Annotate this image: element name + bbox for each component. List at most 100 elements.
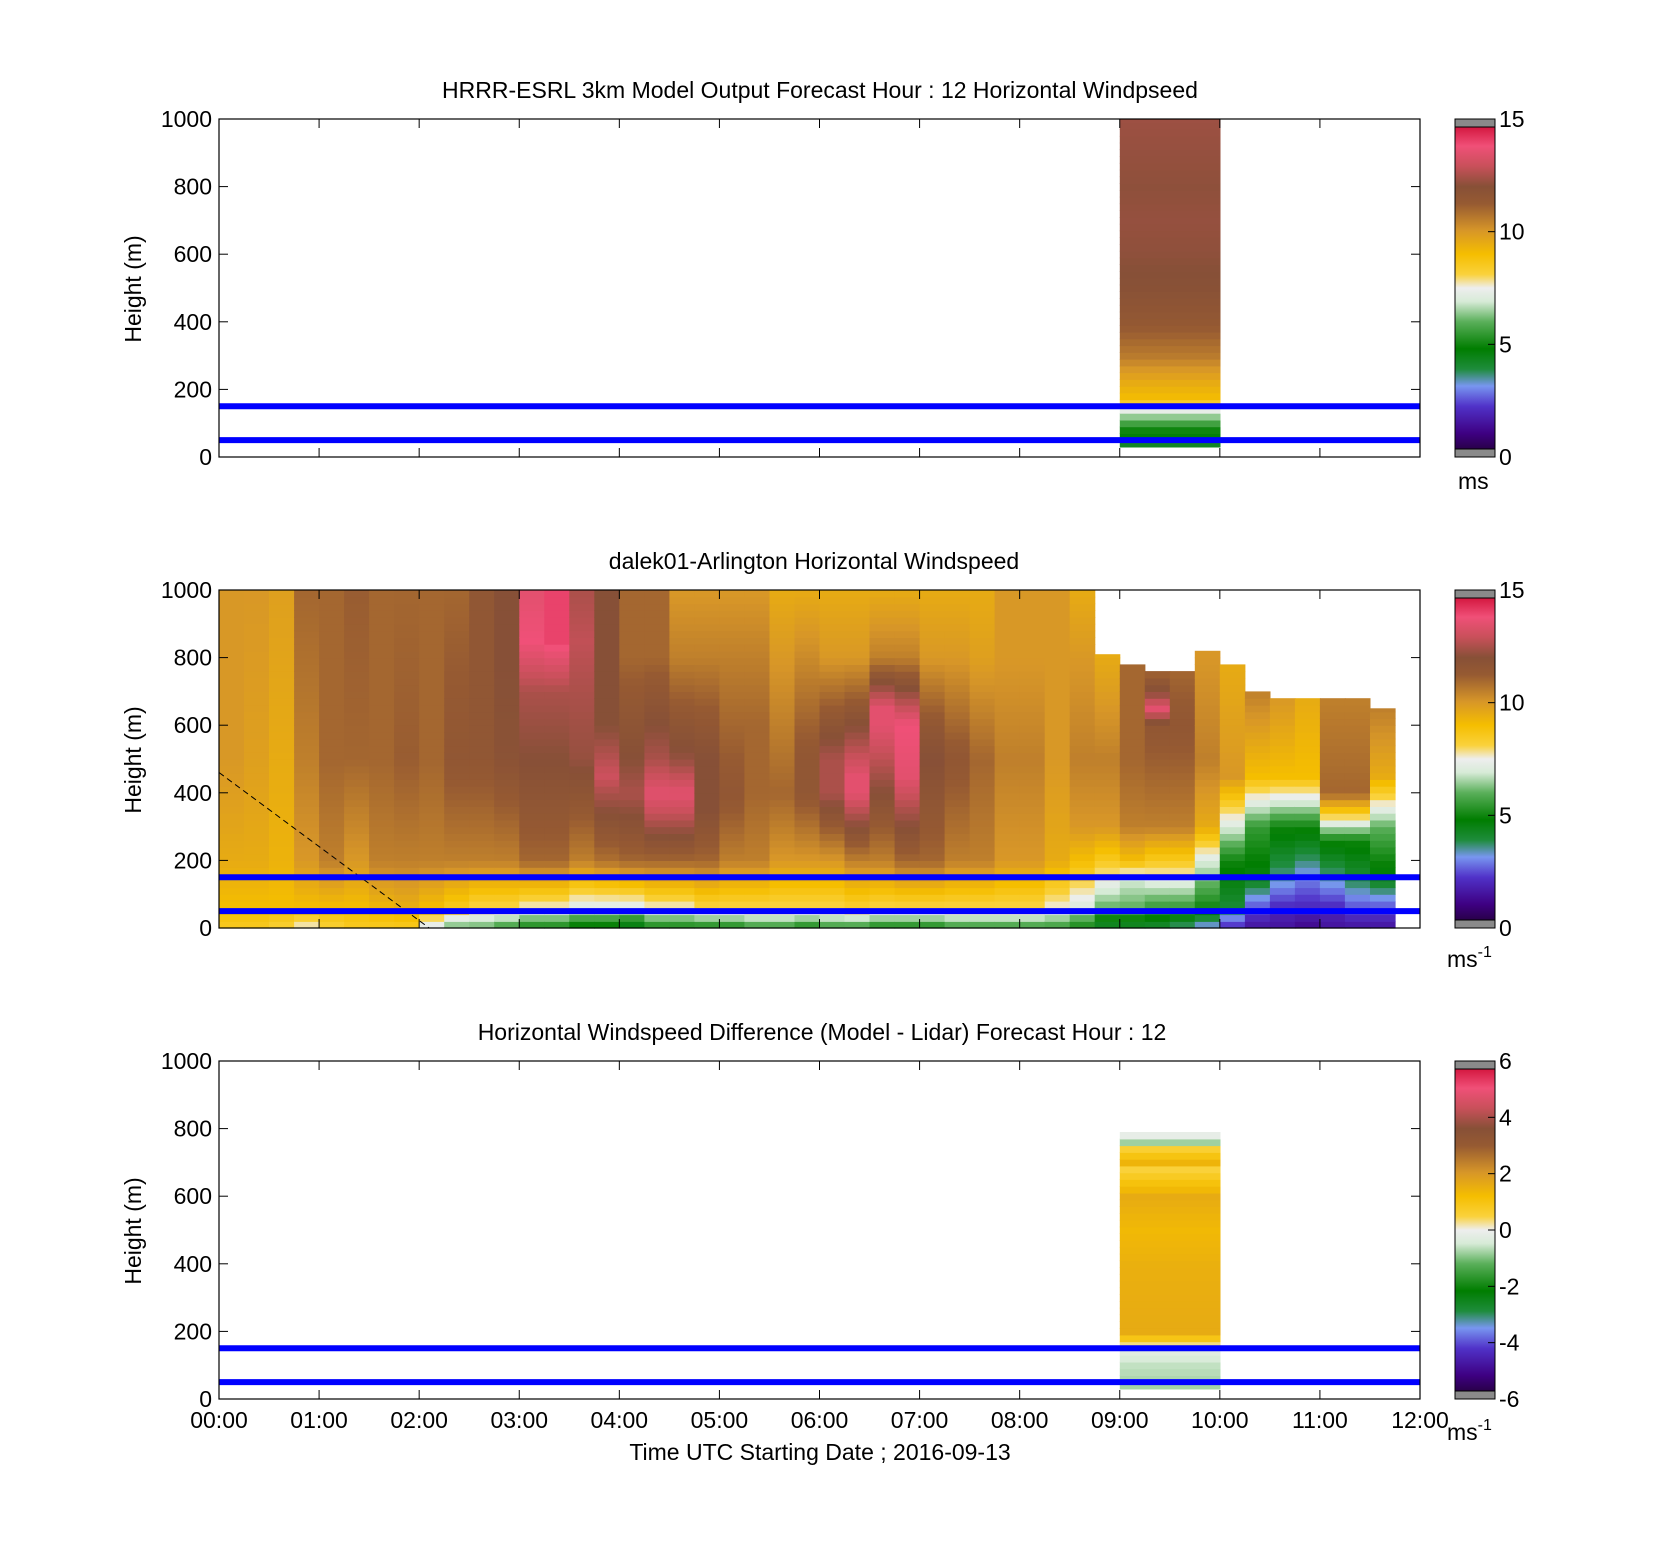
heatmap-cell <box>1119 1273 1221 1282</box>
heatmap-cell <box>1194 725 1221 733</box>
heatmap-cell <box>1119 325 1221 333</box>
heatmap-cell <box>444 671 470 679</box>
heatmap-cell <box>1044 914 1071 922</box>
heatmap-cell <box>644 617 670 625</box>
colorbar-gradient <box>1454 589 1496 929</box>
heatmap-cell <box>319 650 345 659</box>
heatmap-cell <box>944 603 971 611</box>
heatmap-cell <box>1044 846 1071 855</box>
heatmap-cell <box>294 637 320 645</box>
heatmap-cell <box>744 765 770 774</box>
heatmap-cell <box>1119 867 1146 875</box>
heatmap-cell <box>644 711 670 720</box>
heatmap-cell <box>719 650 745 659</box>
heatmap-cell <box>1119 698 1146 706</box>
heatmap-cell <box>369 792 395 801</box>
heatmap-cell <box>394 921 420 929</box>
heatmap-cell <box>1119 894 1146 902</box>
heatmap-cell <box>394 765 420 774</box>
heatmap-cell <box>644 772 670 780</box>
heatmap-cell <box>1019 819 1046 828</box>
heatmap-cell <box>619 684 645 692</box>
heatmap-cell <box>769 610 796 618</box>
heatmap-cell <box>1219 846 1246 855</box>
heatmap-cell <box>944 833 971 841</box>
heatmap-cell <box>319 819 345 828</box>
heatmap-cell <box>869 590 896 598</box>
heatmap-cell <box>819 887 846 895</box>
heatmap-cell <box>494 894 520 902</box>
heatmap-cell <box>444 813 470 821</box>
heatmap-cell <box>1319 704 1346 713</box>
heatmap-cell <box>844 806 871 814</box>
heatmap-cell <box>1119 1314 1221 1322</box>
heatmap-cell <box>294 664 320 672</box>
heatmap-cell <box>919 914 946 922</box>
heatmap-cell <box>1194 691 1221 699</box>
heatmap-cell <box>219 894 245 902</box>
heatmap-cell <box>544 664 570 672</box>
heatmap-cell <box>769 826 796 834</box>
heatmap-cell <box>694 772 720 780</box>
heatmap-cell <box>1119 718 1146 726</box>
heatmap-cell <box>369 610 395 618</box>
heatmap-cell <box>394 671 420 679</box>
heatmap-cell <box>269 894 295 902</box>
heatmap-cell <box>244 664 270 672</box>
heatmap-cell <box>1144 914 1171 922</box>
heatmap-cell <box>394 846 420 855</box>
heatmap-cell <box>419 630 445 638</box>
heatmap-cell <box>1069 596 1096 605</box>
heatmap-cell <box>669 901 695 909</box>
heatmap-cell <box>1119 176 1221 184</box>
heatmap-cell <box>719 677 745 686</box>
heatmap-cell <box>219 691 245 699</box>
x-tick-label: 09:00 <box>1091 1407 1149 1433</box>
heatmap-cell <box>1370 711 1396 720</box>
heatmap-cell <box>794 637 821 645</box>
heatmap-cell <box>1144 846 1171 855</box>
heatmap-cell <box>419 650 445 659</box>
heatmap-cell <box>544 860 570 868</box>
heatmap-cell <box>1244 846 1271 855</box>
heatmap-cell <box>369 806 395 814</box>
heatmap-cell <box>1294 752 1321 760</box>
heatmap-cell <box>269 901 295 909</box>
x-tick-label: 02:00 <box>390 1407 448 1433</box>
heatmap-cell <box>1044 799 1071 807</box>
heatmap-cell <box>1294 880 1321 889</box>
heatmap-cell <box>769 596 796 605</box>
heatmap-cell <box>919 860 946 868</box>
heatmap-cell <box>719 711 745 720</box>
heatmap-cell <box>369 867 395 875</box>
heatmap-cell <box>294 644 320 652</box>
heatmap-cell <box>369 765 395 774</box>
heatmap-cell <box>944 921 971 929</box>
heatmap-cell <box>469 610 495 618</box>
heatmap-cell <box>444 880 470 889</box>
heatmap-cell <box>244 894 270 902</box>
heatmap-cell <box>244 833 270 841</box>
heatmap-cell <box>819 698 846 706</box>
heatmap-cell <box>644 691 670 699</box>
heatmap-cell <box>894 779 921 787</box>
heatmap-cell <box>1019 617 1046 625</box>
heatmap-cell <box>519 725 545 733</box>
heatmap-cell <box>994 772 1021 780</box>
heatmap-cell <box>1269 792 1296 801</box>
heatmap-cell <box>419 698 445 706</box>
heatmap-cell <box>1344 772 1371 780</box>
heatmap-cell <box>844 630 871 638</box>
heatmap-cell <box>1044 596 1071 605</box>
heatmap-cell <box>769 704 796 713</box>
heatmap-cell <box>1119 217 1221 225</box>
heatmap-cell <box>544 596 570 605</box>
heatmap-cell <box>944 786 971 794</box>
heatmap-cell <box>1119 752 1146 760</box>
heatmap-cell <box>1169 813 1196 821</box>
heatmap-cell <box>1019 671 1046 679</box>
heatmap-cell <box>569 610 595 618</box>
heatmap-cell <box>994 644 1021 652</box>
heatmap-cell <box>294 698 320 706</box>
heatmap-cell <box>1294 779 1321 787</box>
